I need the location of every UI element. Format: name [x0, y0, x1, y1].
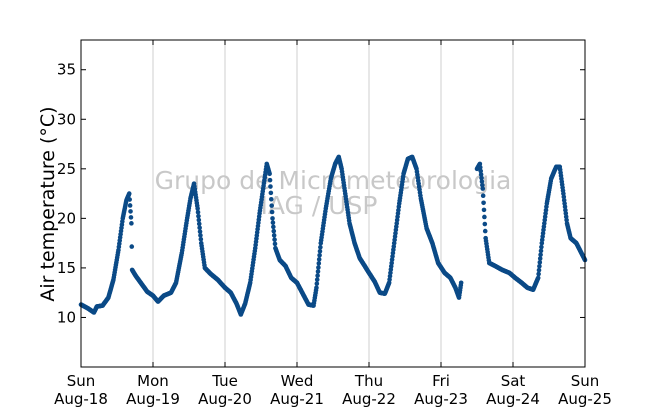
data-point — [314, 285, 319, 291]
data-point — [537, 263, 542, 269]
x-tick-label-day: Thu — [354, 372, 383, 390]
data-point — [480, 193, 486, 199]
data-point — [458, 280, 464, 286]
data-point — [270, 216, 275, 221]
data-point — [318, 244, 323, 250]
data-point — [267, 171, 272, 177]
data-point — [198, 233, 203, 238]
data-point — [316, 257, 322, 262]
data-point — [479, 175, 484, 181]
data-point — [195, 210, 201, 215]
y-tick-label: 25 — [57, 160, 76, 178]
data-point — [270, 220, 276, 225]
x-tick-label-day: Sun — [67, 372, 96, 390]
y-tick-label: 20 — [57, 209, 76, 227]
data-point — [127, 203, 133, 208]
data-point — [537, 260, 543, 265]
data-point — [271, 233, 277, 238]
data-point — [538, 248, 544, 254]
x-tick-label-date: Aug-19 — [126, 390, 180, 408]
data-series — [78, 154, 588, 317]
data-point — [317, 248, 323, 254]
data-point — [268, 184, 273, 189]
data-point — [197, 225, 202, 231]
x-tick-label-date: Aug-24 — [486, 390, 540, 408]
data-point — [269, 209, 275, 215]
y-axis-title: Air temperature (°C) — [37, 106, 59, 301]
data-point — [477, 161, 483, 167]
data-point — [315, 269, 321, 274]
x-tick-label-day: Wed — [281, 372, 314, 390]
data-point — [317, 252, 322, 258]
data-point — [196, 221, 202, 227]
data-point — [127, 197, 132, 202]
grid-lines — [152, 40, 514, 367]
data-point — [479, 179, 485, 184]
x-tick-label-date: Aug-23 — [414, 390, 468, 408]
data-point — [196, 213, 201, 219]
data-point — [272, 237, 277, 242]
y-axis-tick-labels: 10 15 20 25 30 35 — [57, 61, 76, 327]
x-tick-label-date: Aug-21 — [270, 390, 324, 408]
data-point — [129, 244, 135, 249]
x-tick-label-date: Aug-25 — [558, 390, 612, 408]
plot-frame — [80, 39, 586, 368]
data-point — [272, 241, 278, 247]
data-point — [198, 236, 204, 242]
y-tick-label: 10 — [57, 308, 76, 326]
data-point — [126, 191, 132, 196]
data-point — [477, 165, 483, 170]
x-tick-label-day: Sat — [501, 372, 526, 390]
data-point — [195, 206, 200, 211]
data-point — [478, 172, 484, 177]
y-tick-label: 15 — [57, 259, 76, 277]
x-tick-label-day: Mon — [137, 372, 169, 390]
x-tick-label-date: Aug-20 — [198, 390, 252, 408]
data-point — [128, 209, 133, 214]
x-tick-label-date: Aug-22 — [342, 390, 396, 408]
watermark-line-2: IAG / USP — [261, 191, 378, 220]
data-point — [481, 207, 487, 213]
x-axis-tick-labels: SunAug-18MonAug-19TueAug-20WedAug-21ThuA… — [54, 372, 612, 408]
data-point — [478, 168, 484, 174]
data-point — [197, 229, 203, 234]
data-point — [536, 271, 541, 277]
data-point — [482, 214, 487, 220]
data-point — [481, 200, 486, 206]
watermark: Grupo de Micrometeorologia IAG / USP — [155, 166, 512, 220]
data-point — [535, 275, 541, 281]
y-tick-label: 35 — [57, 61, 76, 79]
data-point — [314, 277, 320, 282]
data-point — [128, 215, 134, 220]
x-tick-label-day: Fri — [432, 372, 450, 390]
data-point — [315, 273, 320, 278]
x-tick-label-date: Aug-18 — [54, 390, 108, 408]
x-tick-label-day: Sun — [571, 372, 600, 390]
data-point — [271, 228, 277, 234]
data-point — [129, 221, 134, 226]
data-point — [538, 252, 543, 257]
x-tick-label-day: Tue — [211, 372, 238, 390]
data-point — [271, 224, 276, 230]
data-point — [482, 228, 488, 234]
data-point — [268, 196, 274, 202]
data-point — [539, 244, 544, 250]
axis-ticks — [80, 40, 586, 367]
y-tick-label: 30 — [57, 110, 76, 128]
data-point — [267, 177, 273, 183]
data-point — [482, 221, 488, 227]
data-point — [536, 267, 542, 273]
data-point — [316, 265, 321, 270]
data-point — [480, 182, 485, 188]
data-point — [269, 203, 274, 208]
data-point — [537, 256, 543, 261]
data-point — [314, 281, 320, 286]
data-point — [316, 261, 322, 266]
data-point — [196, 217, 202, 223]
data-point — [268, 190, 274, 196]
data-point — [480, 186, 486, 191]
